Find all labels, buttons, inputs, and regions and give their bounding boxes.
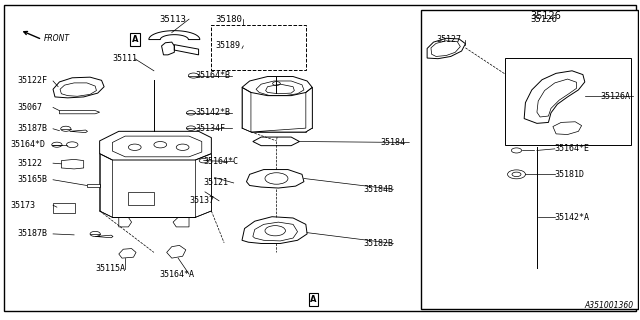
Text: 35134F: 35134F <box>195 124 225 132</box>
Text: 35181D: 35181D <box>555 170 585 179</box>
Text: 35121: 35121 <box>204 179 228 188</box>
Text: A351001360: A351001360 <box>585 301 634 310</box>
Text: 35165B: 35165B <box>17 175 47 184</box>
Text: 35164*E: 35164*E <box>555 144 590 153</box>
Text: 35164*B: 35164*B <box>195 71 230 80</box>
Text: 35142*B: 35142*B <box>195 108 230 117</box>
Text: 35187B: 35187B <box>17 229 47 238</box>
Text: 35164*C: 35164*C <box>204 157 239 166</box>
Text: 35164*D: 35164*D <box>10 140 45 149</box>
Text: 35067: 35067 <box>17 103 42 112</box>
Text: 35126: 35126 <box>531 15 557 24</box>
Text: 35126: 35126 <box>531 11 561 21</box>
Text: 35184: 35184 <box>381 138 406 147</box>
Text: 35187B: 35187B <box>17 124 47 133</box>
Text: 35111: 35111 <box>113 54 138 63</box>
Text: 35122: 35122 <box>17 159 42 168</box>
Text: 35180: 35180 <box>215 15 242 24</box>
Text: 35115A: 35115A <box>95 264 125 274</box>
Text: A: A <box>131 35 138 44</box>
Text: 35113: 35113 <box>159 15 186 24</box>
Bar <box>211 25 306 70</box>
Text: 35173: 35173 <box>10 201 35 210</box>
Bar <box>505 58 632 145</box>
Bar <box>420 10 638 309</box>
Bar <box>87 184 100 187</box>
Text: 35164*A: 35164*A <box>159 269 194 279</box>
Text: A: A <box>310 295 317 304</box>
Text: 35142*A: 35142*A <box>555 213 590 222</box>
Text: 35122F: 35122F <box>17 76 47 85</box>
Bar <box>53 203 76 212</box>
Text: FRONT: FRONT <box>44 34 70 43</box>
Text: 35126A: 35126A <box>601 92 631 101</box>
Text: 35184B: 35184B <box>364 185 394 194</box>
Text: 35137: 35137 <box>189 196 214 205</box>
Text: 35189: 35189 <box>215 41 240 51</box>
Text: 35182B: 35182B <box>364 239 394 248</box>
Text: 35127: 35127 <box>436 35 461 44</box>
